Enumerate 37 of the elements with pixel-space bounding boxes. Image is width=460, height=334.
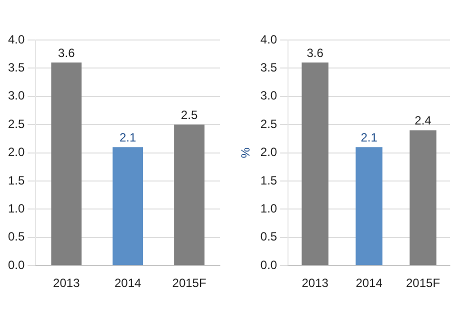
bar [356, 147, 382, 266]
data-label: 3.6 [58, 46, 76, 60]
data-label: 2.5 [180, 108, 198, 122]
y-tick-label: 3.0 [8, 88, 25, 103]
y-tick-label: 2.0 [260, 145, 278, 160]
x-tick-label: 2014 [114, 276, 142, 290]
y-tick-label: 4.0 [8, 32, 25, 46]
bar [410, 130, 436, 266]
data-label: 2.1 [119, 130, 137, 144]
y-tick-label: 1.5 [260, 173, 278, 188]
y-tick-label: 4.0 [260, 32, 278, 46]
y-tick-label: 0.5 [260, 230, 278, 244]
bar [112, 147, 144, 266]
x-tick-label: 2015F [406, 276, 440, 290]
y-tick-label: 3.5 [8, 60, 25, 75]
y-tick-label: 2.0 [8, 145, 25, 160]
y-tick-label: 3.5 [260, 60, 278, 75]
y-tick-label: 1.0 [8, 202, 25, 216]
y-tick-label: 2.5 [8, 116, 25, 131]
bar [174, 124, 204, 266]
y-tick-label: 0.0 [8, 258, 25, 272]
data-label: 2.4 [414, 114, 432, 128]
y-tick-label: 1.5 [8, 173, 25, 188]
data-label: 3.6 [306, 46, 324, 60]
x-tick-label: 2013 [302, 276, 329, 290]
bar [51, 62, 82, 266]
y-tick-label: 3.0 [260, 88, 278, 103]
bar [302, 62, 328, 266]
y-axis-title: % [238, 147, 253, 158]
y-tick-label: 1.0 [260, 202, 278, 216]
x-tick-label: 2014 [356, 276, 383, 290]
y-tick-label: 2.5 [260, 116, 278, 131]
data-label: 2.1 [360, 130, 378, 144]
y-tick-label: 0.5 [8, 230, 25, 244]
x-tick-label: 2013 [53, 276, 80, 290]
x-tick-label: 2015F [172, 276, 206, 290]
y-tick-label: 0.0 [260, 258, 278, 272]
